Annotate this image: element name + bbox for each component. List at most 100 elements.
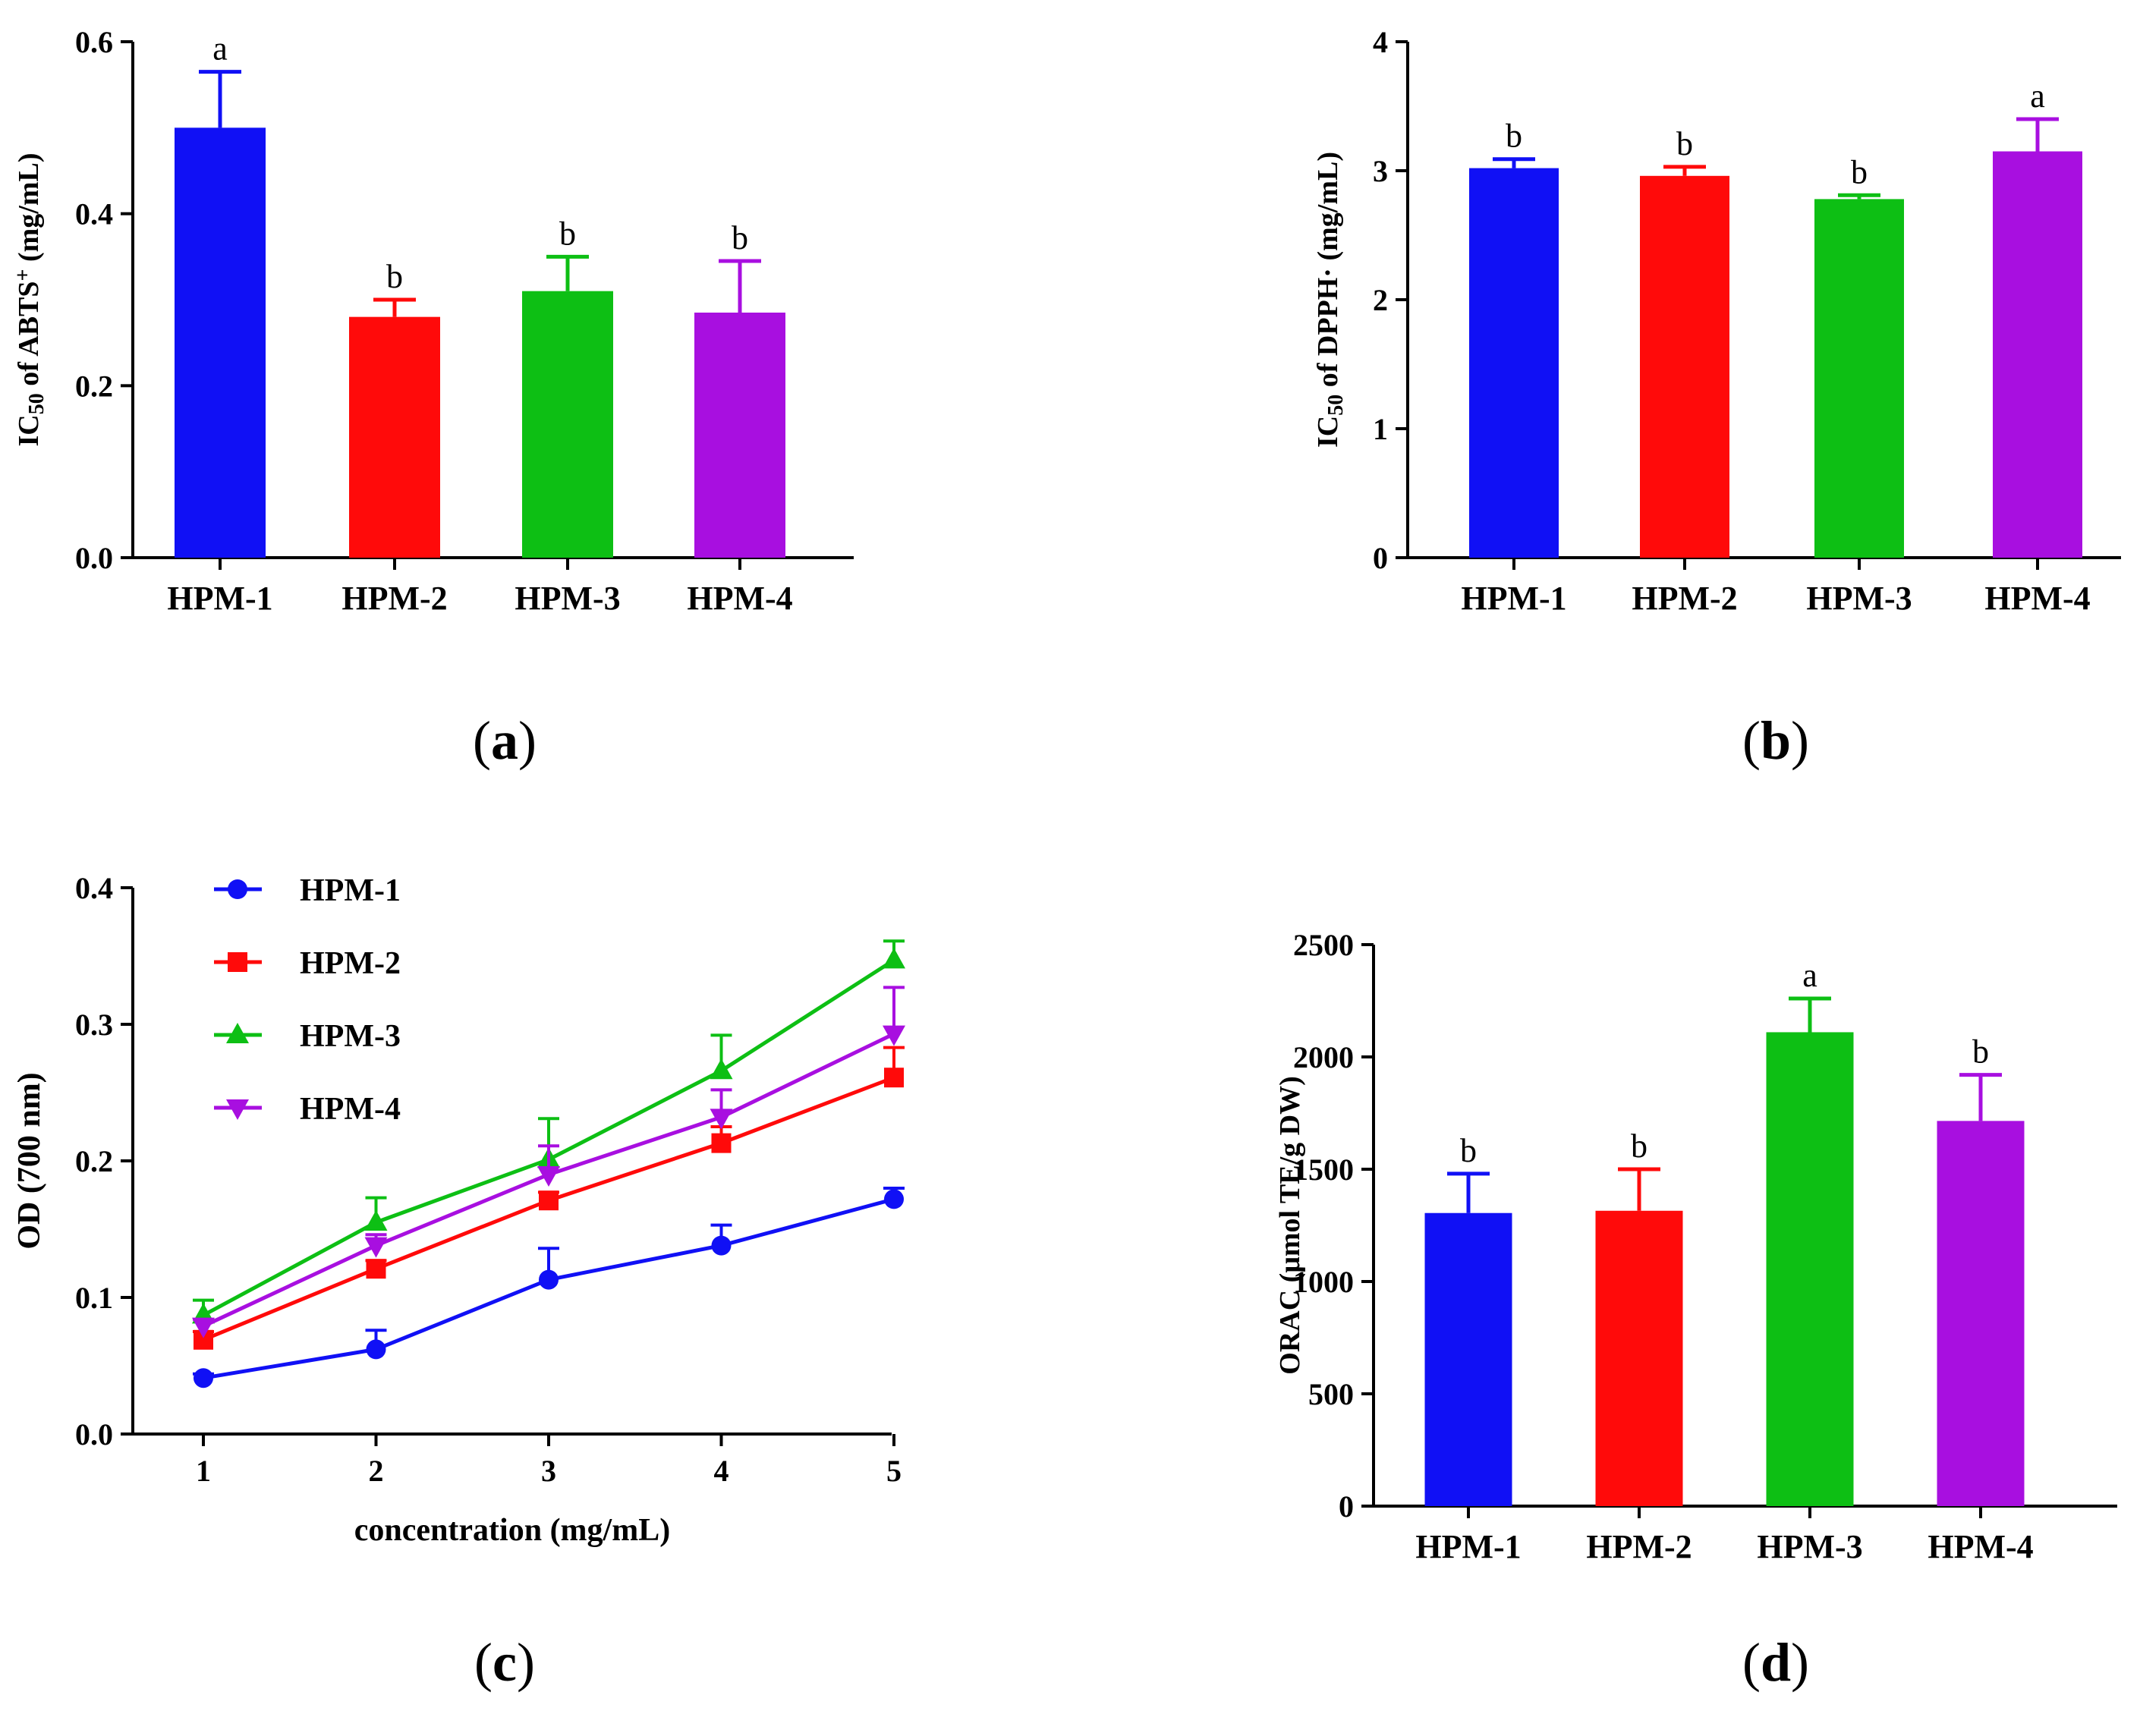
bar [694,313,785,558]
panel-label: (c) [474,1632,535,1693]
legend-label: HPM-1 [300,873,401,908]
panel-label-part: ) [517,1632,535,1693]
y-axis-label-part: + [11,269,35,281]
significance-letter: a [212,30,228,68]
panel-label-part: b [1761,710,1791,771]
data-point [366,1259,386,1279]
significance-letter: a [2030,77,2045,115]
significance-letter: b [732,219,748,256]
panel-label-part: ( [1742,1632,1761,1693]
y-axis-label-part: 50 [25,393,49,414]
data-point [194,1368,213,1388]
significance-letter: b [1851,153,1868,190]
chart-panel-a: 0.0 0.2 0.4 0.6 a HPM-1 b HPM-2 b HPM-3 b HPM-4 IC50… [11,25,854,771]
x-tick-label: HPM-1 [1461,580,1566,617]
y-tick-label: 1 [1373,412,1388,446]
legend-marker [226,1099,249,1120]
y-tick-label: 0.0 [75,541,113,575]
panel-label-part: ( [473,710,491,771]
x-tick-label: 3 [541,1454,556,1488]
y-axis-label-part: IC [13,414,45,446]
chart-panel-d: 0 500 1000 1500 2000 2500 b HPM-1 b HPM-2 a HPM-3 b H… [1274,928,2117,1693]
bar [175,127,266,558]
significance-letter: b [1460,1132,1477,1169]
bar [1595,1210,1683,1506]
data-point [539,1190,559,1211]
series-hpm-2 [193,1046,905,1350]
panel-label-part: d [1761,1632,1791,1693]
x-tick-label: 4 [714,1454,729,1488]
data-point [710,1058,733,1080]
significance-letter: b [386,258,403,295]
y-tick-label: 0.3 [75,1008,113,1042]
y-axis-label: IC50 of ABTS+ (mg/mL) [11,153,49,446]
y-tick-label: 0.4 [75,197,113,231]
x-tick-label: HPM-4 [1928,1528,2033,1565]
x-tick-label: HPM-2 [1632,580,1737,617]
data-point [537,1166,560,1187]
bar [349,316,440,558]
y-axis-label-part: of ABTS [13,281,45,393]
y-tick-label: 0.2 [75,1144,113,1178]
bar [1766,1032,1854,1506]
y-tick-label: 0.6 [75,25,113,59]
significance-letter: b [1631,1127,1647,1165]
x-tick-label: HPM-1 [167,580,272,617]
y-axis-label: OD (700 nm) [12,1072,47,1249]
bar [1814,199,1904,558]
data-point [710,1109,733,1130]
y-tick-label: 4 [1373,25,1388,59]
y-tick-label: 500 [1308,1377,1354,1411]
y-tick-label: 3 [1373,154,1388,188]
y-tick-label: 0 [1373,541,1388,575]
legend-label: HPM-3 [300,1019,401,1054]
y-axis-label-part: of DPPH· (mg/mL) [1312,152,1344,395]
y-tick-label: 0.0 [75,1417,113,1451]
significance-letter: b [1676,125,1693,162]
data-point [883,948,905,969]
y-axis-label-part: IC [1312,416,1344,448]
x-tick-label: HPM-3 [1806,580,1912,617]
bar [1469,168,1559,558]
legend-marker [226,1023,249,1043]
panel-label-part: ) [1791,1632,1809,1693]
x-tick-label: HPM-4 [1984,580,2090,617]
legend-label: HPM-2 [300,946,401,981]
legend-marker [228,879,247,899]
data-point [366,1339,386,1360]
x-tick-label: 2 [369,1454,384,1488]
significance-letter: b [559,215,576,252]
y-tick-label: 0.1 [75,1281,113,1315]
significance-letter: b [1506,118,1522,155]
y-tick-label: 0.4 [75,871,113,905]
significance-letter: a [1802,957,1817,994]
bar [1993,151,2082,558]
x-tick-label: HPM-3 [1757,1528,1862,1565]
x-tick-label: 5 [886,1454,902,1488]
data-point [884,1068,904,1088]
panel-label-part: ) [1791,710,1809,771]
bar [522,291,613,558]
panel-label-part: ( [1742,710,1761,771]
y-tick-label: 0.2 [75,369,113,403]
data-point [711,1235,732,1256]
legend-marker [228,952,247,972]
y-axis-label-part: 50 [1324,395,1348,416]
x-tick-label: 1 [196,1454,211,1488]
data-point [539,1269,559,1290]
y-tick-label: 2 [1373,283,1388,317]
x-tick-label: HPM-2 [341,580,447,617]
chart-panel-b: 0 1 2 3 4 b HPM-1 b HPM-2 b HPM-3 a HPM-4 IC50 of DPP… [1312,25,2121,771]
x-tick-label: HPM-3 [515,580,620,617]
y-axis-label-part: (mg/mL) [13,153,45,269]
y-tick-label: 0 [1339,1489,1354,1524]
y-axis-label-part: ORAC (μmol TE/g DW) [1274,1076,1306,1374]
data-point [192,1317,215,1338]
series-hpm-4 [192,986,905,1338]
x-tick-label: HPM-4 [687,580,792,617]
y-tick-label: 1000 [1293,1265,1354,1299]
panel-label-part: ( [474,1632,493,1693]
chart-panel-c: 0.0 0.1 0.2 0.3 0.4 1 2 3 4 5 HPM-1 HPM-2 HPM-3 HPM-4… [12,871,905,1693]
y-tick-label: 2000 [1293,1040,1354,1074]
y-axis-label: IC50 of DPPH· (mg/mL) [1312,152,1348,448]
